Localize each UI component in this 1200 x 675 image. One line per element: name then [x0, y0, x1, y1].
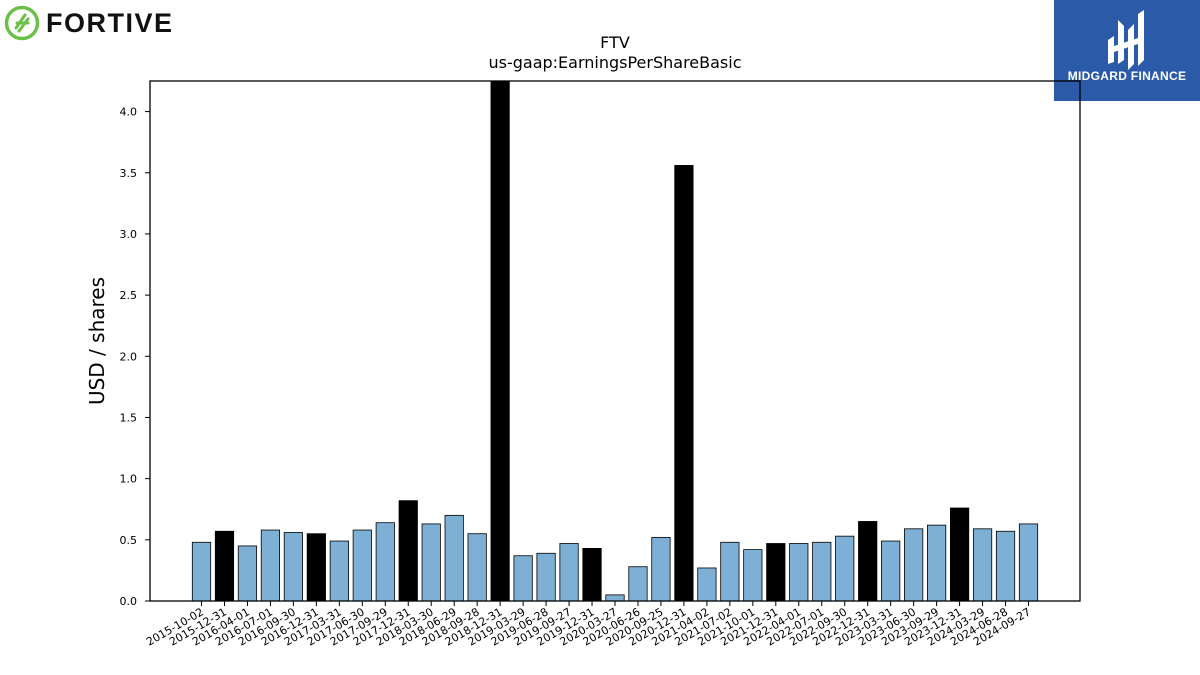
bar-2022-04-01 — [789, 543, 809, 602]
bar-2021-07-02 — [720, 541, 740, 602]
midgard-finance-text: MIDGARD FINANCE — [1067, 69, 1187, 83]
y-tick-label: 2.5 — [120, 289, 138, 302]
bar-2020-03-27 — [605, 594, 625, 602]
bar-2019-12-31 — [582, 547, 602, 602]
bar-2022-12-31 — [858, 521, 878, 602]
y-tick-label: 0.5 — [120, 534, 138, 547]
bar-2018-06-29 — [444, 514, 464, 602]
bar-2016-04-01 — [237, 545, 258, 602]
bar-2018-09-28 — [467, 533, 487, 602]
bar-2023-09-29 — [927, 524, 947, 602]
y-axis-ticks: 0.0 0.5 1.0 1.5 2.0 2.5 3.0 3.5 4.0 — [120, 106, 150, 608]
bar-2016-12-31 — [306, 533, 326, 602]
y-axis-label: USD / shares — [85, 277, 109, 405]
bar-2024-03-29 — [972, 528, 993, 602]
bar-2017-12-31 — [398, 500, 418, 602]
bar-2023-03-31 — [881, 540, 901, 602]
y-tick-label: 3.0 — [120, 228, 138, 241]
chart-title: FTV — [600, 33, 630, 52]
bar-2015-10-02 — [191, 541, 212, 602]
bar-2018-12-31 — [490, 80, 510, 602]
y-tick-label: 0.0 — [120, 595, 138, 608]
plot-frame — [149, 80, 1081, 602]
bar-2020-09-25 — [651, 536, 671, 602]
bar-2017-06-30 — [352, 529, 372, 602]
bar-2023-06-30 — [904, 528, 924, 602]
bar-2022-09-30 — [835, 535, 855, 602]
bar-2017-09-29 — [375, 522, 395, 602]
bar-series — [191, 80, 1039, 602]
midgard-logo-icon — [1108, 10, 1144, 70]
bar-2022-07-01 — [812, 541, 832, 602]
midgard-finance-badge: MIDGARD FINANCE — [1054, 0, 1200, 101]
bar-2019-09-27 — [559, 543, 579, 602]
fortive-logo-text: FORTIVE — [46, 7, 174, 38]
y-tick-label: 2.0 — [120, 350, 138, 363]
y-tick-label: 4.0 — [120, 106, 138, 119]
x-axis-ticks: 2015-10-022015-12-312016-04-012016-07-01… — [144, 601, 1033, 649]
bar-2024-06-28 — [995, 530, 1016, 602]
y-tick-label: 1.5 — [120, 411, 138, 424]
bar-2023-12-31 — [949, 507, 970, 602]
fortive-logo: FORTIVE — [4, 4, 174, 42]
bar-2016-09-30 — [283, 532, 303, 602]
chart-subtitle: us-gaap:EarningsPerShareBasic — [488, 53, 741, 72]
bar-2015-12-31 — [214, 530, 235, 602]
bar-2021-12-31 — [766, 543, 786, 602]
bar-2018-03-30 — [421, 523, 441, 602]
bar-2016-07-01 — [260, 529, 281, 602]
bar-2019-03-29 — [513, 555, 533, 602]
y-tick-label: 3.5 — [120, 167, 138, 180]
bar-2024-09-27 — [1018, 523, 1039, 602]
bar-2021-04-02 — [697, 567, 717, 602]
bar-2017-03-31 — [329, 540, 349, 602]
bar-2019-06-28 — [536, 552, 556, 602]
bar-2021-10-01 — [743, 549, 763, 602]
fortive-logo-icon — [4, 5, 40, 41]
y-tick-label: 1.0 — [120, 473, 138, 486]
bar-2020-12-31 — [674, 165, 694, 602]
bar-2020-06-26 — [628, 566, 648, 602]
